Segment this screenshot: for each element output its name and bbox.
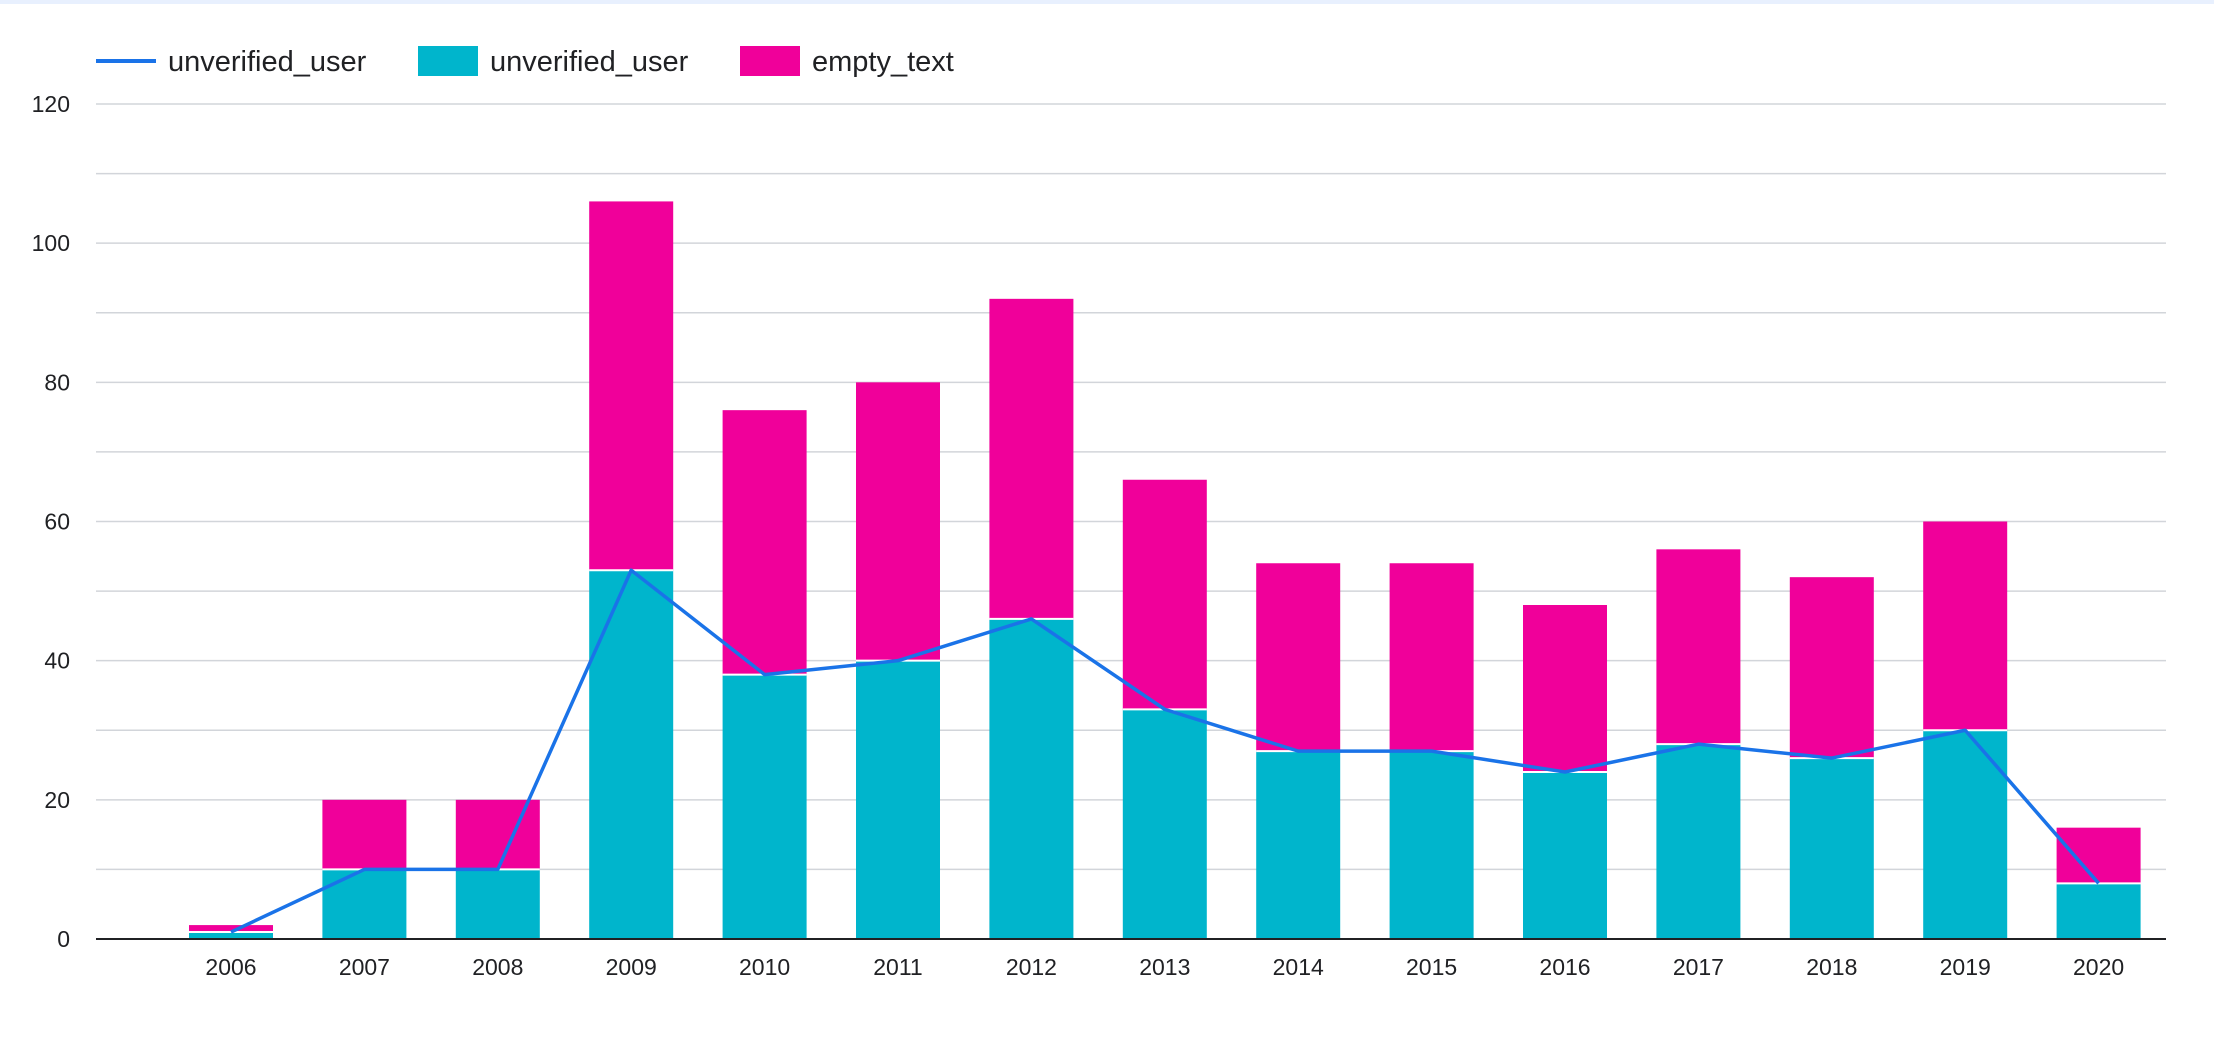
bar-unverified_user	[1789, 758, 1874, 939]
x-tick-label: 2007	[339, 954, 390, 980]
bar-unverified_user	[989, 618, 1074, 939]
bar-empty_text	[1923, 521, 2008, 731]
x-tick-label: 2008	[472, 954, 523, 980]
x-tick-label: 2010	[739, 954, 790, 980]
y-axis-ticks: 0 20 40 60 80 100 120	[32, 91, 70, 952]
bar-empty_text	[1256, 563, 1341, 752]
legend-label: unverified_user	[490, 46, 689, 78]
line-series	[230, 568, 2100, 934]
bar-empty_text	[1789, 577, 1874, 759]
x-tick-label: 2020	[2073, 954, 2124, 980]
x-tick-label: 2019	[1940, 954, 1991, 980]
bar-unverified_user	[455, 869, 540, 939]
bar-unverified_user	[1389, 751, 1474, 939]
x-tick-label: 2009	[606, 954, 657, 980]
x-tick-label: 2016	[1539, 954, 1590, 980]
x-tick-label: 2013	[1139, 954, 1190, 980]
y-tick-label: 60	[44, 509, 70, 535]
top-border	[0, 0, 2214, 4]
y-tick-label: 120	[32, 91, 70, 117]
y-tick-label: 80	[44, 369, 70, 395]
x-tick-label: 2011	[873, 954, 922, 980]
bar-empty_text	[189, 925, 273, 933]
bar-empty_text	[2056, 827, 2141, 884]
x-tick-label: 2017	[1673, 954, 1724, 980]
x-tick-label: 2018	[1806, 954, 1857, 980]
x-tick-label: 2015	[1406, 954, 1457, 980]
legend-box-marker	[740, 46, 800, 76]
y-tick-label: 100	[32, 230, 70, 256]
bar-empty_text	[722, 410, 807, 675]
legend-label: empty_text	[812, 46, 954, 78]
bar-unverified_user	[189, 932, 273, 939]
bar-unverified_user	[589, 570, 674, 939]
bar-unverified_user	[1656, 744, 1741, 939]
bar-unverified_user	[856, 660, 940, 939]
bar-unverified_user	[2056, 883, 2141, 939]
y-tick-label: 40	[44, 648, 70, 674]
legend-label: unverified_user	[168, 46, 367, 78]
x-axis: 2006 2007 2008 2009 2010 2011 2012 2013 2014 2015…	[96, 938, 2166, 980]
x-tick-label: 2012	[1006, 954, 1057, 980]
bar-empty_text	[989, 298, 1074, 619]
bar-unverified_user	[1256, 751, 1341, 939]
bar-empty_text	[455, 799, 540, 870]
bars	[189, 201, 2141, 939]
bar-unverified_user	[1122, 709, 1207, 939]
legend: unverified_user unverified_user empty_text	[96, 46, 954, 78]
bar-empty_text	[1523, 605, 1607, 772]
legend-box-marker	[418, 46, 478, 76]
line-unverified_user	[230, 568, 2100, 934]
bar-empty_text	[322, 799, 407, 870]
bar-unverified_user	[322, 869, 407, 939]
bar-unverified_user	[1523, 772, 1607, 939]
bar-unverified_user	[722, 674, 807, 939]
y-tick-label: 20	[44, 787, 70, 813]
x-tick-label: 2014	[1273, 954, 1324, 980]
bar-empty_text	[1122, 479, 1207, 710]
bar-empty_text	[1389, 563, 1474, 752]
bar-empty_text	[856, 382, 940, 661]
y-tick-label: 0	[57, 926, 70, 952]
x-tick-label: 2006	[205, 954, 256, 980]
bar-empty_text	[1656, 549, 1741, 745]
bar-empty_text	[589, 201, 674, 571]
